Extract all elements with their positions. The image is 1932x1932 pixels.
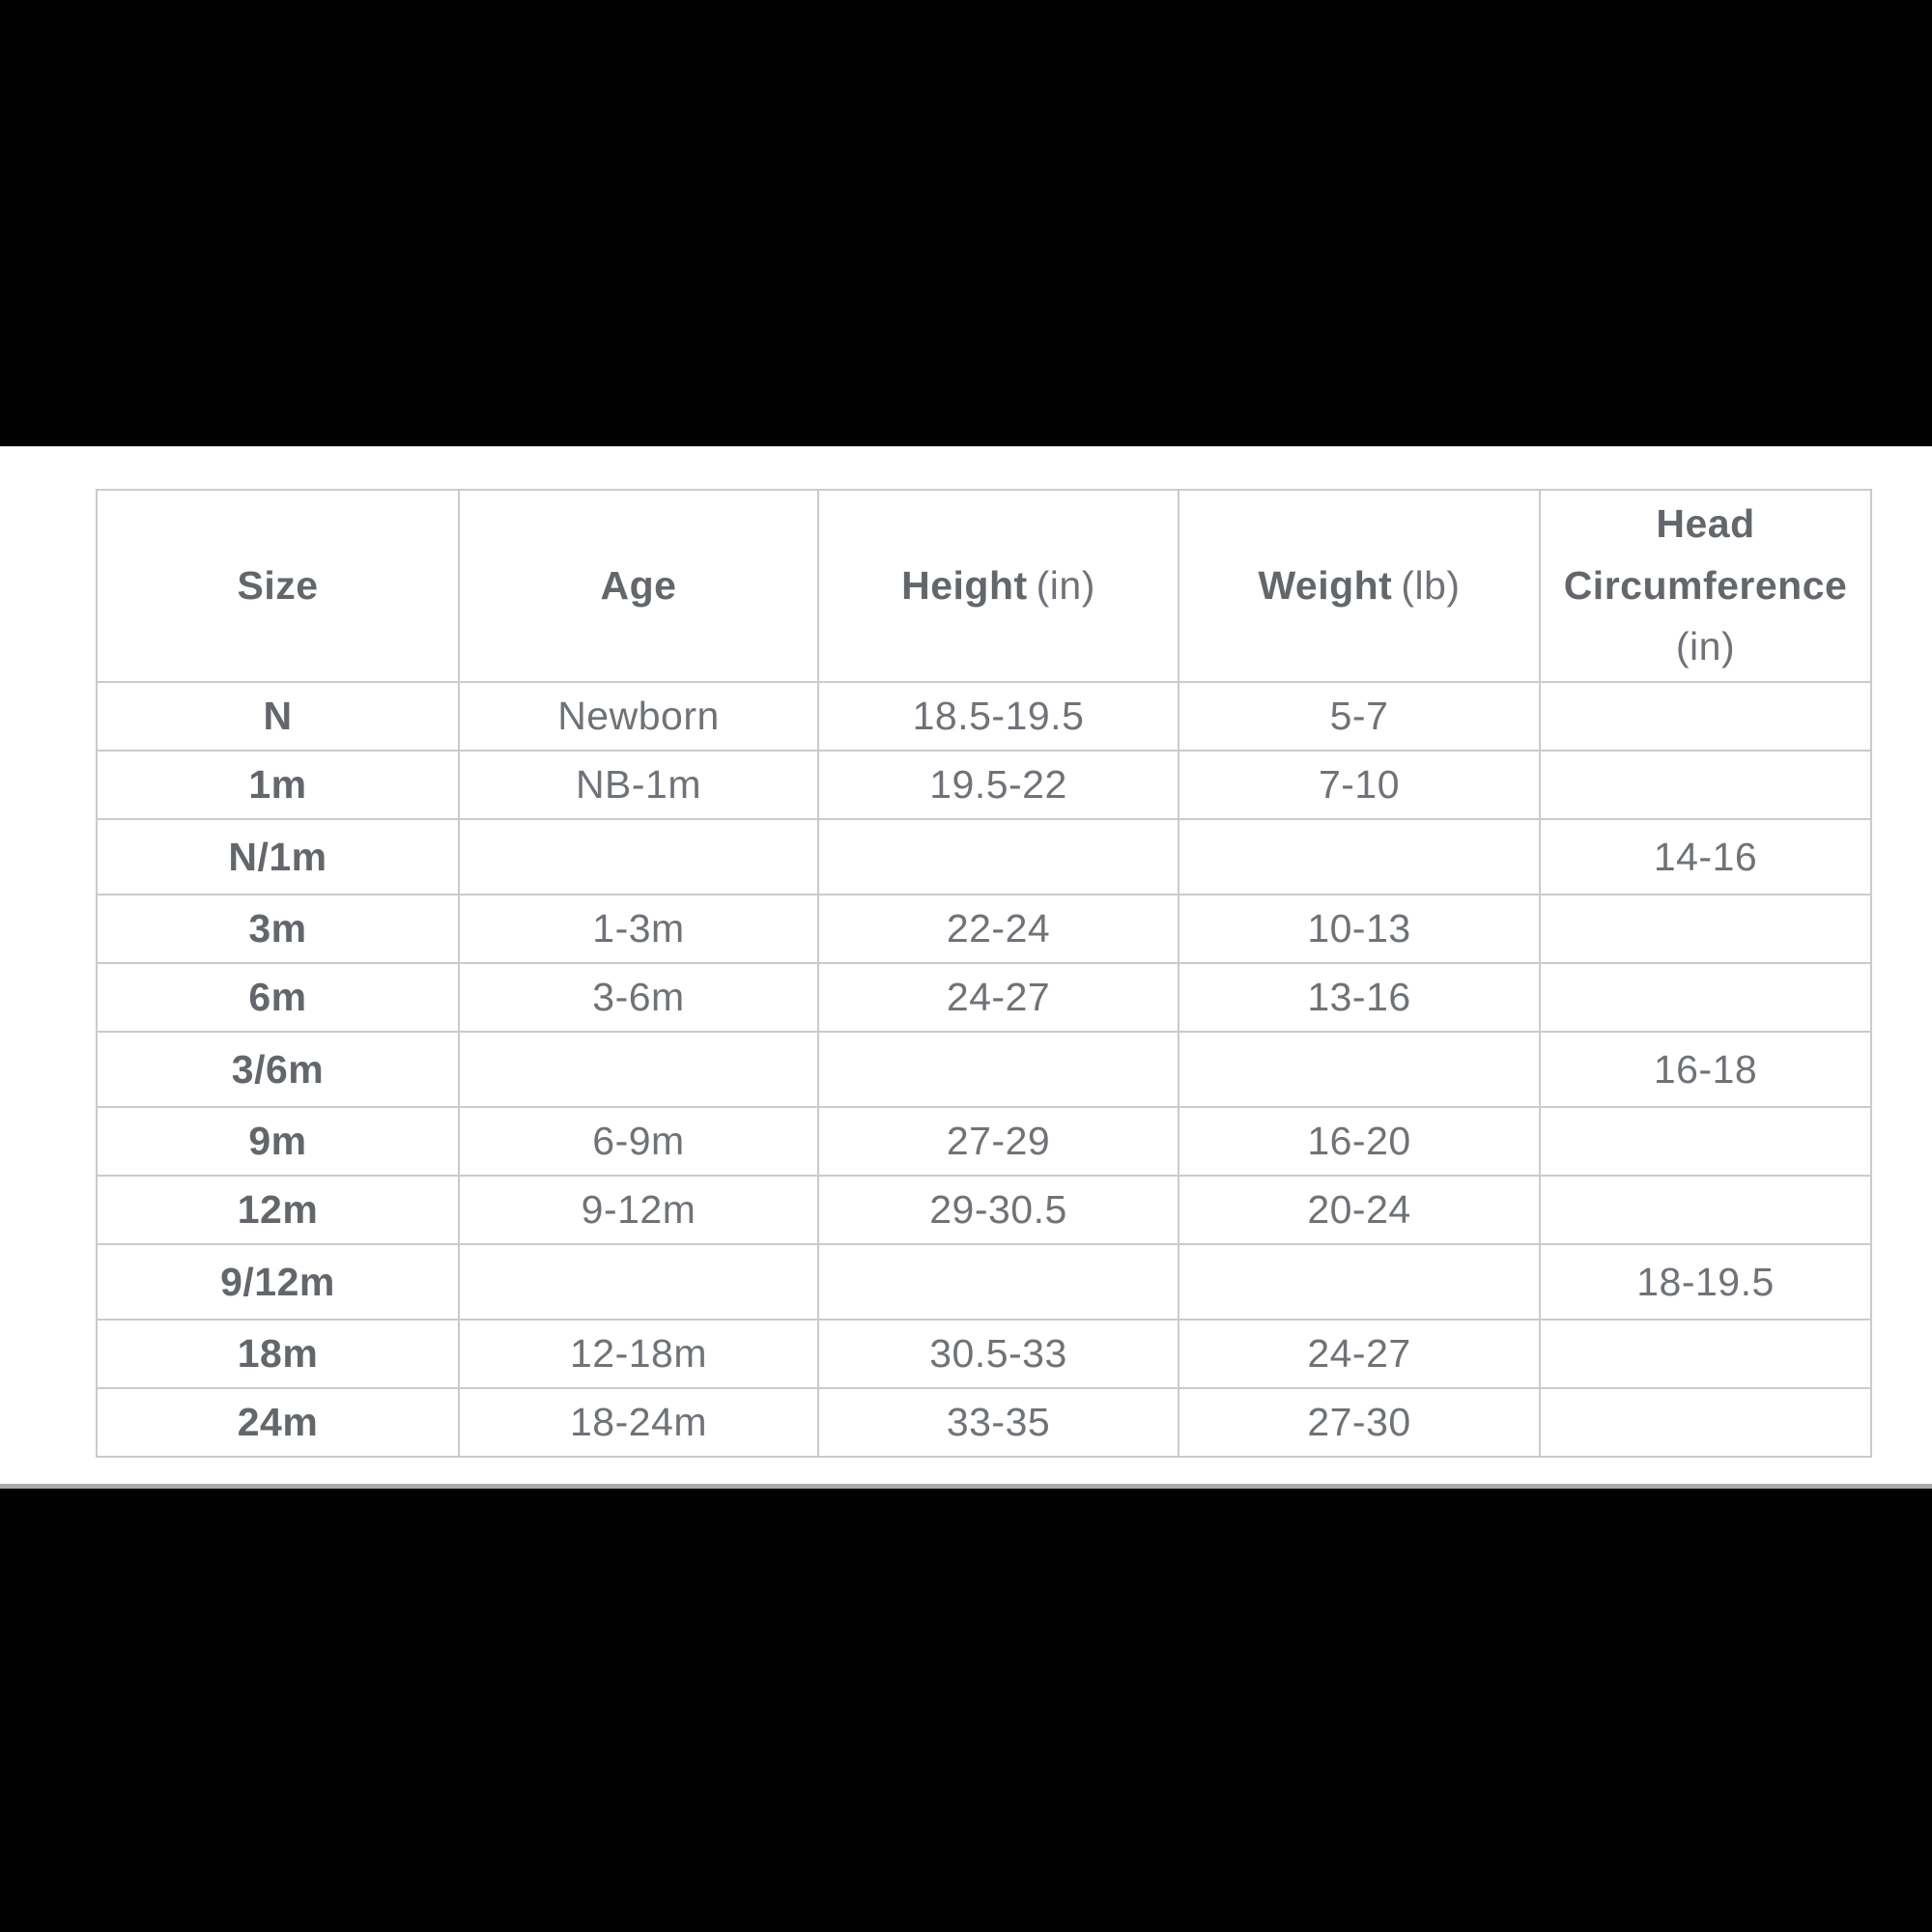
cell-age: NB-1m [458, 750, 819, 820]
header-label: Age [600, 562, 677, 608]
header-label: Size [237, 562, 319, 608]
table-row: 6m 3-6m 24-27 13-16 [96, 962, 1872, 1033]
cell-height: 33-35 [817, 1387, 1179, 1458]
cell-age: Newborn [458, 681, 819, 752]
cell-age: 1-3m [458, 894, 819, 964]
cell-age [458, 818, 819, 895]
cell-head-circumference: 18-19.5 [1539, 1243, 1872, 1321]
cell-height: 18.5-19.5 [817, 681, 1179, 752]
table-row: 18m 12-18m 30.5-33 24-27 [96, 1319, 1872, 1389]
cell-size: 24m [96, 1387, 460, 1458]
cell-head-circumference [1539, 681, 1872, 752]
table-row: N/1m 14-16 [96, 818, 1872, 895]
header-label: Weight [1258, 562, 1393, 608]
cell-age [458, 1243, 819, 1321]
cell-weight: 20-24 [1178, 1175, 1541, 1245]
cell-age: 9-12m [458, 1175, 819, 1245]
cell-size: 9/12m [96, 1243, 460, 1321]
cell-size: N [96, 681, 460, 752]
header-unit: (lb) [1401, 562, 1461, 608]
cell-head-circumference [1539, 894, 1872, 964]
header-unit: (in) [1036, 562, 1095, 608]
header-unit: (in) [1675, 624, 1736, 669]
bottom-letterbox-bar [0, 1489, 1932, 1932]
cell-weight [1178, 818, 1541, 895]
cell-size: N/1m [96, 818, 460, 895]
column-header-age: Age [458, 489, 819, 683]
cell-age: 18-24m [458, 1387, 819, 1458]
cell-height [817, 818, 1179, 895]
table-row: 9/12m 18-19.5 [96, 1243, 1872, 1321]
top-letterbox-bar [0, 0, 1932, 446]
cell-size: 3/6m [96, 1031, 460, 1108]
table-row: 9m 6-9m 27-29 16-20 [96, 1106, 1872, 1177]
cell-weight: 27-30 [1178, 1387, 1541, 1458]
cell-age [458, 1031, 819, 1108]
cell-weight: 16-20 [1178, 1106, 1541, 1177]
header-label: Height [901, 562, 1028, 608]
cell-head-circumference: 16-18 [1539, 1031, 1872, 1108]
cell-height: 30.5-33 [817, 1319, 1179, 1389]
cell-head-circumference [1539, 1387, 1872, 1458]
cell-weight: 5-7 [1178, 681, 1541, 752]
size-chart-table: Size Age Height (in) Weight (lb) Head Circ… [96, 489, 1872, 1458]
cell-weight: 10-13 [1178, 894, 1541, 964]
cell-height: 22-24 [817, 894, 1179, 964]
table-row: 3/6m 16-18 [96, 1031, 1872, 1108]
cell-height: 29-30.5 [817, 1175, 1179, 1245]
divider-line [0, 1484, 1932, 1489]
cell-size: 3m [96, 894, 460, 964]
cell-size: 6m [96, 962, 460, 1033]
cell-head-circumference [1539, 962, 1872, 1033]
table-row: 12m 9-12m 29-30.5 20-24 [96, 1175, 1872, 1245]
cell-size: 12m [96, 1175, 460, 1245]
column-header-size: Size [96, 489, 460, 683]
header-row: Size Age Height (in) Weight (lb) Head Circ… [96, 489, 1872, 683]
table-body: N Newborn 18.5-19.5 5-7 1m NB-1m 19.5-22… [96, 681, 1872, 1458]
content-area: Size Age Height (in) Weight (lb) Head Circ… [0, 446, 1932, 1484]
cell-head-circumference [1539, 1175, 1872, 1245]
cell-size: 9m [96, 1106, 460, 1177]
column-header-height: Height (in) [817, 489, 1179, 683]
table-row: 1m NB-1m 19.5-22 7-10 [96, 750, 1872, 820]
cell-head-circumference: 14-16 [1539, 818, 1872, 895]
table-row: N Newborn 18.5-19.5 5-7 [96, 681, 1872, 752]
cell-height [817, 1243, 1179, 1321]
cell-size: 1m [96, 750, 460, 820]
table-row: 24m 18-24m 33-35 27-30 [96, 1387, 1872, 1458]
cell-weight [1178, 1243, 1541, 1321]
cell-height: 27-29 [817, 1106, 1179, 1177]
cell-weight: 13-16 [1178, 962, 1541, 1033]
cell-height: 24-27 [817, 962, 1179, 1033]
table-header: Size Age Height (in) Weight (lb) Head Circ… [96, 489, 1872, 683]
cell-weight [1178, 1031, 1541, 1108]
cell-weight: 24-27 [1178, 1319, 1541, 1389]
cell-weight: 7-10 [1178, 750, 1541, 820]
column-header-head-circumference: Head Circumference (in) [1539, 489, 1872, 683]
header-label: Head Circumference [1563, 501, 1848, 608]
cell-size: 18m [96, 1319, 460, 1389]
cell-head-circumference [1539, 1106, 1872, 1177]
table-row: 3m 1-3m 22-24 10-13 [96, 894, 1872, 964]
cell-age: 12-18m [458, 1319, 819, 1389]
cell-age: 3-6m [458, 962, 819, 1033]
cell-head-circumference [1539, 1319, 1872, 1389]
column-header-weight: Weight (lb) [1178, 489, 1541, 683]
cell-age: 6-9m [458, 1106, 819, 1177]
cell-head-circumference [1539, 750, 1872, 820]
cell-height: 19.5-22 [817, 750, 1179, 820]
cell-height [817, 1031, 1179, 1108]
